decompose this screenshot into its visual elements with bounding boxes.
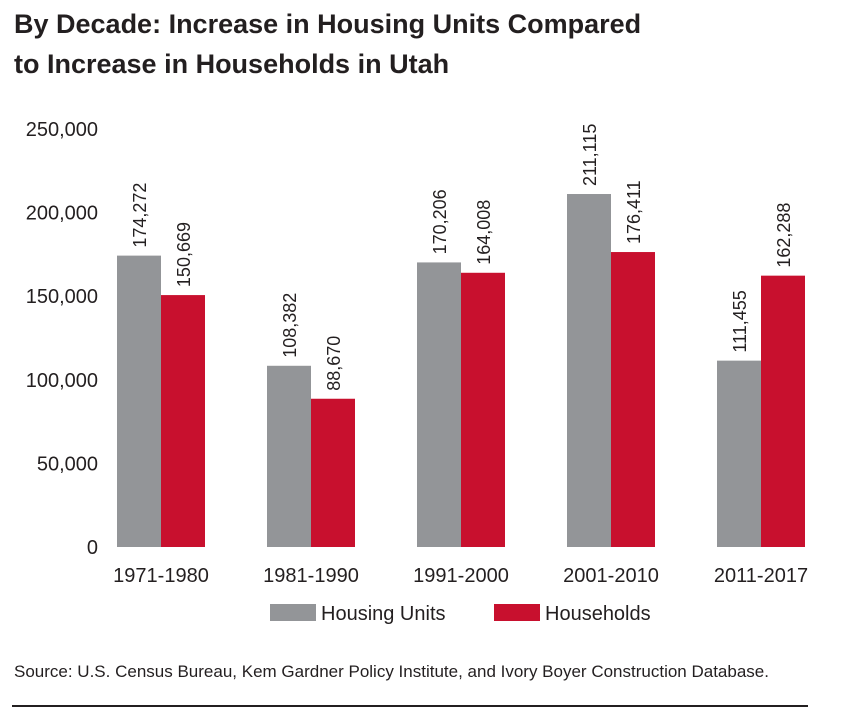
y-tick-label: 0 bbox=[87, 537, 98, 559]
legend-label-housing-units: Housing Units bbox=[321, 603, 446, 625]
bar-households bbox=[161, 295, 205, 547]
chart-title: By Decade: Increase in Housing Units Com… bbox=[14, 4, 834, 84]
y-tick-label: 250,000 bbox=[26, 119, 98, 141]
legend-swatch-households bbox=[494, 604, 540, 621]
x-tick-label: 1971-1980 bbox=[113, 565, 209, 587]
bar-households bbox=[761, 275, 805, 547]
data-label: 150,669 bbox=[174, 222, 194, 287]
bar-households bbox=[461, 272, 505, 547]
data-label: 162,288 bbox=[774, 203, 794, 268]
chart-title-line-2: to Increase in Households in Utah bbox=[14, 49, 450, 79]
y-tick-label: 100,000 bbox=[26, 370, 98, 392]
chart-title-line-1: By Decade: Increase in Housing Units Com… bbox=[14, 9, 642, 39]
bar-housing-units bbox=[417, 262, 461, 547]
x-tick-label: 2001-2010 bbox=[563, 565, 659, 587]
data-label: 164,008 bbox=[474, 200, 494, 265]
y-tick-label: 50,000 bbox=[37, 453, 98, 475]
bar-housing-units bbox=[567, 194, 611, 547]
data-label: 88,670 bbox=[324, 336, 344, 391]
x-tick-label: 2011-2017 bbox=[714, 565, 808, 587]
data-label: 111,455 bbox=[730, 290, 750, 352]
x-tick-label: 1981-1990 bbox=[263, 565, 359, 587]
legend-label-households: Households bbox=[545, 603, 651, 625]
source-note: Source: U.S. Census Bureau, Kem Gardner … bbox=[14, 662, 769, 681]
data-label: 211,115 bbox=[580, 124, 600, 186]
legend-swatch-housing-units bbox=[270, 604, 316, 621]
bottom-rule bbox=[12, 705, 808, 707]
bar-households bbox=[611, 252, 655, 547]
bar-households bbox=[311, 398, 355, 547]
data-label: 174,272 bbox=[130, 183, 150, 248]
bar-housing-units bbox=[267, 365, 311, 547]
y-tick-label: 200,000 bbox=[26, 203, 98, 225]
data-label: 170,206 bbox=[430, 189, 450, 254]
bar-housing-units bbox=[717, 360, 761, 547]
data-label: 176,411 bbox=[624, 180, 644, 244]
y-tick-label: 150,000 bbox=[26, 286, 98, 308]
x-tick-label: 1991-2000 bbox=[413, 565, 509, 587]
bar-housing-units bbox=[117, 255, 161, 547]
data-label: 108,382 bbox=[280, 293, 300, 358]
